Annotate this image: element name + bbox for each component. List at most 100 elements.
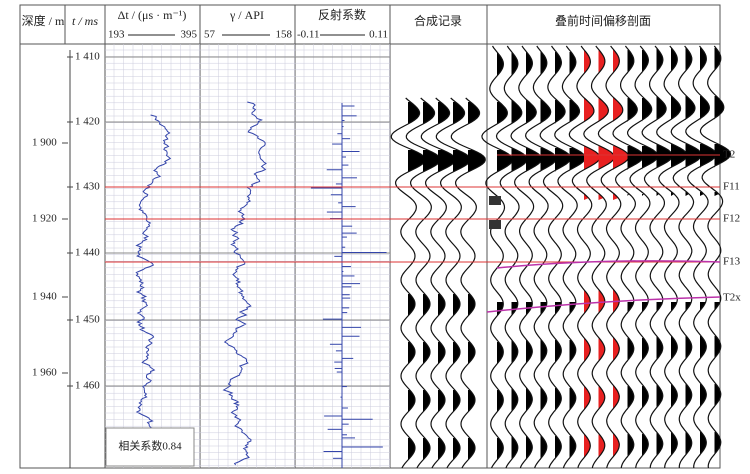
wiggle-fill — [714, 144, 731, 168]
wiggle-fill — [526, 100, 537, 124]
wiggle-fill — [656, 432, 663, 456]
wiggle-fill — [569, 388, 576, 412]
section-header: 叠前时间偏移剖面 — [555, 13, 651, 28]
wiggle-fill — [497, 52, 504, 76]
wiggle-fill — [511, 388, 518, 412]
wiggle-trace — [481, 45, 514, 469]
time-tick-label: 1 430 — [75, 181, 100, 193]
wiggle-fill — [584, 194, 589, 200]
wiggle-fill — [423, 294, 430, 318]
wiggle-fill — [569, 436, 576, 460]
wiggle-fill — [408, 294, 415, 318]
wiggle-fill — [438, 294, 445, 318]
wiggle-fill — [540, 148, 557, 172]
wiggle-fill — [627, 146, 644, 170]
wiggle-fill — [453, 390, 460, 414]
wiggle-fill — [700, 144, 716, 168]
wiggle-fill — [700, 192, 704, 196]
frame — [19, 4, 721, 469]
wiggle-fill — [555, 148, 571, 172]
column-lines — [64, 5, 488, 468]
depth-tick-label: 1 960 — [32, 367, 57, 379]
dt-max: 395 — [181, 29, 198, 41]
time-tick-label: 1 440 — [75, 247, 100, 259]
wiggle-fill — [438, 150, 456, 174]
wiggle-fill — [511, 100, 522, 124]
horizon-label: F11 — [723, 181, 740, 193]
correlation-label: 相关系数0.84 — [118, 439, 182, 453]
wiggle-fill — [656, 48, 663, 72]
gr-header: γ / API — [229, 8, 264, 22]
wiggle-fill — [453, 294, 460, 318]
wiggle-fill — [685, 192, 689, 196]
wiggle-fill — [584, 386, 591, 410]
wiggle-trace — [699, 45, 732, 469]
rc-max: 0.11 — [369, 29, 388, 41]
wiggle-fill — [627, 194, 630, 196]
wiggle-fill — [584, 290, 591, 314]
log-curve — [131, 114, 172, 465]
wiggle-fill — [468, 294, 475, 318]
log-curve — [222, 101, 267, 466]
wiggle-trace — [583, 45, 615, 469]
wiggle-fill — [511, 52, 518, 76]
wiggle-fill — [598, 98, 609, 122]
depth-tick-label: 1 940 — [32, 291, 57, 303]
wiggle-fill — [497, 150, 513, 174]
time-tick-label: 1 420 — [75, 116, 100, 128]
wiggle-fill — [569, 340, 576, 364]
horizon-line — [496, 260, 721, 269]
wiggle-fill — [569, 52, 576, 76]
depth-tick-label: 1 920 — [32, 213, 57, 225]
wiggle-fill — [598, 194, 604, 200]
wiggle-fill — [584, 50, 591, 74]
wiggle-fill — [671, 192, 675, 196]
wiggle-trace — [554, 45, 586, 469]
rc-header: 反射系数 — [318, 7, 366, 22]
wiggle-trace — [597, 45, 630, 469]
wiggle-fill — [423, 390, 430, 414]
depth-header: 深度 / m — [22, 13, 65, 28]
wiggle-trace — [450, 97, 486, 469]
wiggle-trace — [510, 45, 543, 469]
wiggle-fill — [671, 96, 681, 120]
wiggle-fill — [642, 194, 645, 196]
correlation-box — [105, 427, 195, 467]
horizon-label: F12 — [723, 213, 740, 225]
wiggle-fill — [656, 144, 673, 168]
time-tick-label: 1 410 — [75, 51, 100, 63]
dt-min: 193 — [108, 29, 125, 41]
wiggle-trace — [670, 45, 703, 468]
depth-tick-label: 1 900 — [32, 137, 57, 149]
wiggle-fill — [540, 100, 551, 124]
wiggle-trace — [641, 45, 674, 469]
wiggle-fill — [613, 194, 619, 200]
wiggle-fill — [408, 150, 426, 174]
wiggle-trace — [495, 45, 528, 469]
time-header: t / ms — [72, 14, 98, 28]
wiggle-trace — [568, 45, 601, 469]
time-tick-label: 1 460 — [75, 380, 100, 392]
time-tick-label: 1 450 — [75, 314, 100, 326]
gr-min: 57 — [204, 29, 216, 41]
horizon-label: F13 — [723, 256, 741, 268]
dt-header: Δt / (μs · m⁻¹) — [118, 8, 187, 22]
wiggle-fill — [569, 148, 586, 172]
wiggle-fill — [408, 390, 415, 414]
wiggle-fill — [584, 338, 591, 362]
wiggle-trace — [656, 45, 688, 469]
wiggle-fill — [497, 390, 504, 414]
wiggle-fill — [423, 150, 441, 174]
horizon-line — [486, 296, 721, 313]
wiggle-fill — [642, 146, 658, 170]
marker — [489, 220, 501, 229]
wiggle-trace — [685, 45, 717, 469]
wiggle-fill — [613, 98, 623, 122]
wiggle-fill — [613, 146, 629, 170]
gr-max: 158 — [276, 29, 293, 41]
rc-min: -0.11 — [297, 29, 320, 41]
wiggle-fill — [468, 150, 486, 174]
wiggle-fill — [511, 340, 518, 364]
wiggle-fill — [511, 436, 518, 460]
